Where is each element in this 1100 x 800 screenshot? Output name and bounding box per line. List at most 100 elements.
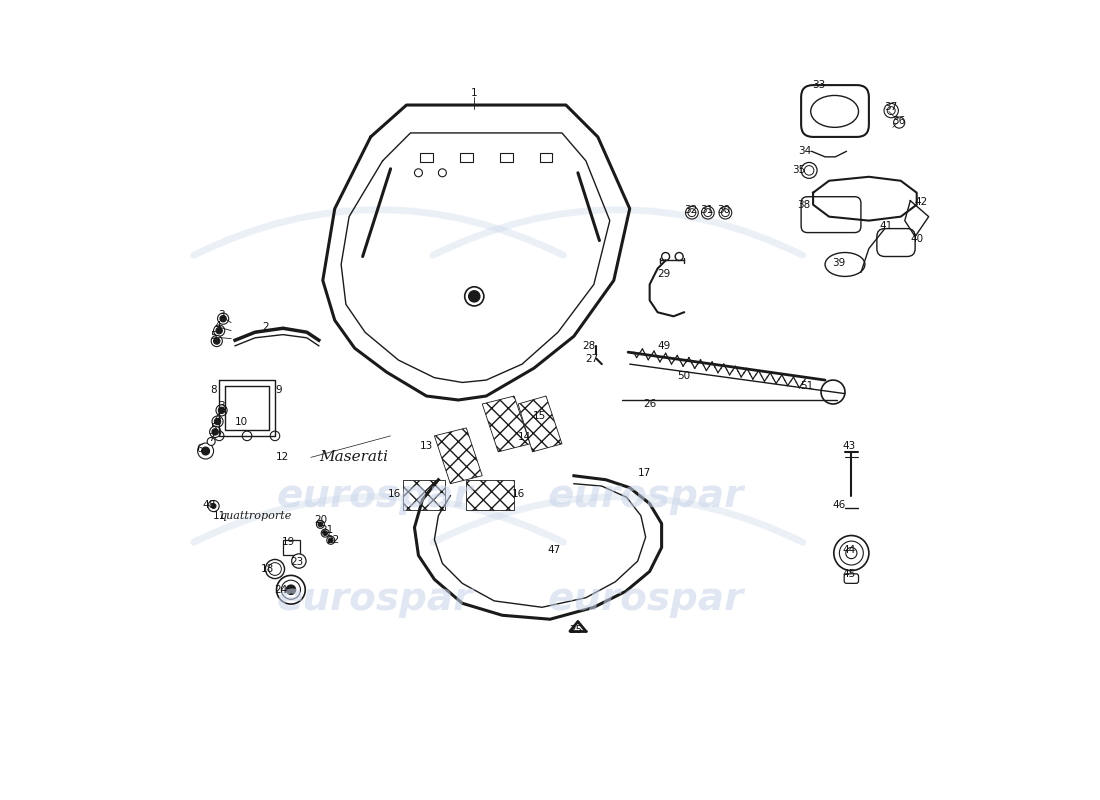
- Text: 12: 12: [276, 452, 289, 462]
- Text: 18: 18: [261, 564, 274, 574]
- Ellipse shape: [825, 253, 865, 277]
- Circle shape: [271, 431, 279, 441]
- Text: 37: 37: [883, 102, 896, 112]
- Circle shape: [216, 327, 222, 334]
- Text: 20: 20: [315, 514, 328, 525]
- Text: 47: 47: [548, 545, 561, 555]
- Text: 8: 8: [210, 385, 217, 394]
- Text: 45: 45: [843, 569, 856, 578]
- Circle shape: [821, 380, 845, 404]
- Text: 31: 31: [701, 206, 714, 215]
- Text: 27: 27: [585, 354, 598, 363]
- Text: 30: 30: [717, 206, 730, 215]
- Text: 17: 17: [637, 468, 651, 478]
- Text: 39: 39: [832, 258, 845, 268]
- Text: 14: 14: [518, 433, 531, 442]
- Circle shape: [469, 290, 480, 302]
- Polygon shape: [482, 396, 530, 452]
- Circle shape: [212, 429, 219, 435]
- Circle shape: [327, 536, 334, 544]
- Ellipse shape: [811, 95, 858, 127]
- Text: 35: 35: [792, 166, 805, 175]
- FancyArrowPatch shape: [194, 210, 563, 255]
- Circle shape: [719, 206, 732, 219]
- Circle shape: [317, 520, 324, 528]
- Circle shape: [201, 447, 210, 455]
- Circle shape: [208, 501, 219, 512]
- Polygon shape: [466, 480, 514, 510]
- Text: 50: 50: [678, 371, 691, 381]
- Circle shape: [220, 315, 227, 322]
- Text: 48: 48: [202, 500, 216, 510]
- Text: 19: 19: [282, 537, 295, 547]
- FancyBboxPatch shape: [801, 197, 861, 233]
- Text: quattroporte: quattroporte: [219, 510, 292, 521]
- Text: 11: 11: [212, 510, 226, 521]
- Text: 21: 21: [320, 525, 333, 535]
- Circle shape: [268, 562, 282, 575]
- Text: 4: 4: [214, 413, 221, 422]
- FancyBboxPatch shape: [877, 229, 915, 257]
- Text: 13: 13: [420, 442, 433, 451]
- Text: eurospar: eurospar: [548, 580, 744, 618]
- Text: 51: 51: [800, 381, 813, 390]
- Circle shape: [242, 431, 252, 441]
- Bar: [420, 153, 432, 162]
- FancyArrowPatch shape: [194, 497, 563, 542]
- Circle shape: [321, 529, 329, 537]
- Text: 41: 41: [879, 222, 892, 231]
- Text: 3: 3: [218, 310, 224, 320]
- FancyArrowPatch shape: [433, 210, 803, 255]
- Text: 6: 6: [196, 445, 202, 454]
- FancyBboxPatch shape: [801, 85, 869, 137]
- Circle shape: [212, 416, 223, 427]
- Circle shape: [888, 106, 895, 114]
- Circle shape: [207, 438, 216, 446]
- Circle shape: [415, 169, 422, 177]
- Circle shape: [198, 443, 213, 459]
- Bar: [499, 153, 513, 162]
- Text: 24: 24: [275, 585, 288, 594]
- Circle shape: [702, 206, 714, 219]
- Bar: [460, 153, 473, 162]
- Circle shape: [893, 117, 905, 128]
- Circle shape: [211, 504, 216, 509]
- Text: 26: 26: [644, 399, 657, 409]
- Circle shape: [804, 166, 814, 175]
- Text: 9: 9: [276, 386, 283, 395]
- FancyArrowPatch shape: [433, 497, 803, 542]
- Circle shape: [722, 209, 729, 217]
- Circle shape: [839, 541, 864, 565]
- Text: 34: 34: [799, 146, 812, 156]
- Text: 5: 5: [210, 331, 217, 342]
- Text: 46: 46: [833, 500, 846, 510]
- Text: eurospar: eurospar: [276, 477, 473, 514]
- Text: 3: 3: [218, 402, 224, 411]
- Circle shape: [265, 559, 285, 578]
- Circle shape: [286, 585, 296, 594]
- Circle shape: [846, 547, 857, 558]
- Text: 4: 4: [214, 321, 221, 331]
- Polygon shape: [518, 396, 562, 452]
- Text: 5: 5: [210, 423, 217, 433]
- Text: 15: 15: [534, 411, 547, 421]
- Polygon shape: [403, 480, 444, 510]
- Circle shape: [801, 162, 817, 178]
- FancyBboxPatch shape: [844, 574, 858, 583]
- Circle shape: [292, 554, 306, 568]
- Circle shape: [213, 325, 224, 336]
- Text: 1: 1: [471, 88, 477, 98]
- Text: 49: 49: [658, 341, 671, 350]
- Circle shape: [661, 253, 670, 261]
- Circle shape: [219, 407, 224, 414]
- Circle shape: [210, 426, 221, 438]
- Circle shape: [685, 206, 698, 219]
- Text: eurospar: eurospar: [548, 477, 744, 514]
- Circle shape: [318, 522, 322, 526]
- Text: 2: 2: [262, 322, 268, 332]
- Circle shape: [329, 538, 333, 542]
- Text: 44: 44: [843, 545, 856, 555]
- Circle shape: [322, 530, 328, 535]
- Circle shape: [213, 338, 220, 344]
- Polygon shape: [434, 428, 482, 484]
